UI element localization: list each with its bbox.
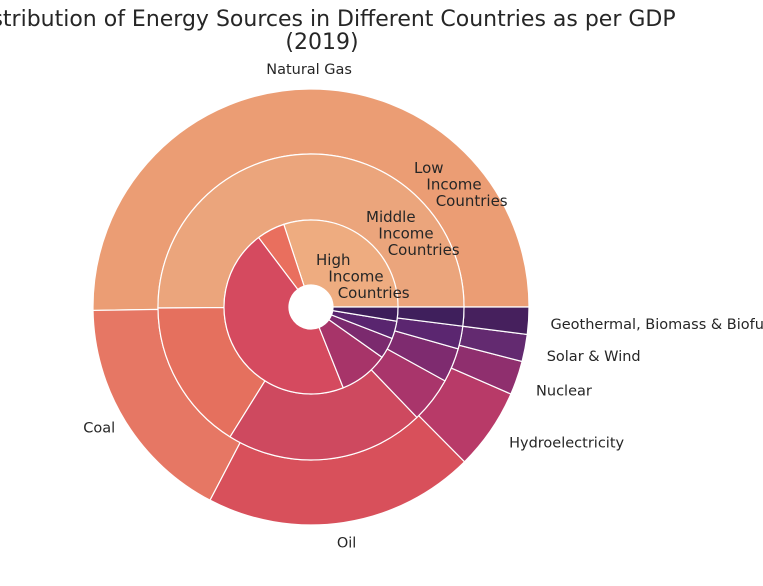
ring-label-middle: Middle Income Countries — [366, 208, 460, 259]
category-label-natural-gas: Natural Gas — [266, 62, 352, 78]
wedge-high-oil — [223, 236, 345, 395]
category-label-oil: Oil — [337, 535, 356, 551]
category-labels: Natural Gas Coal Oil Hydroelectricity Nuclea… — [83, 62, 763, 551]
chart-title-line-1: Distribution of Energy Sources in Differ… — [0, 7, 676, 32]
wedge-high-natural-gas — [283, 219, 399, 308]
category-label-nuclear: Nuclear — [536, 383, 592, 399]
wedge-high-geothermal-biomass-biofuels — [332, 306, 399, 322]
ring-label-high: High Income Countries — [316, 251, 410, 302]
ring-wedges — [92, 88, 530, 526]
category-label-coal: Coal — [83, 421, 115, 437]
category-label-geothermal-biomass-biofuels: Geothermal, Biomass & Biofuels — [551, 317, 763, 333]
category-label-solar-wind: Solar & Wind — [547, 349, 641, 365]
ring-label-low: Low Income Countries — [414, 159, 508, 210]
chart-title-line-2: (2019) — [285, 30, 358, 55]
category-label-hydroelectricity: Hydroelectricity — [509, 435, 624, 451]
